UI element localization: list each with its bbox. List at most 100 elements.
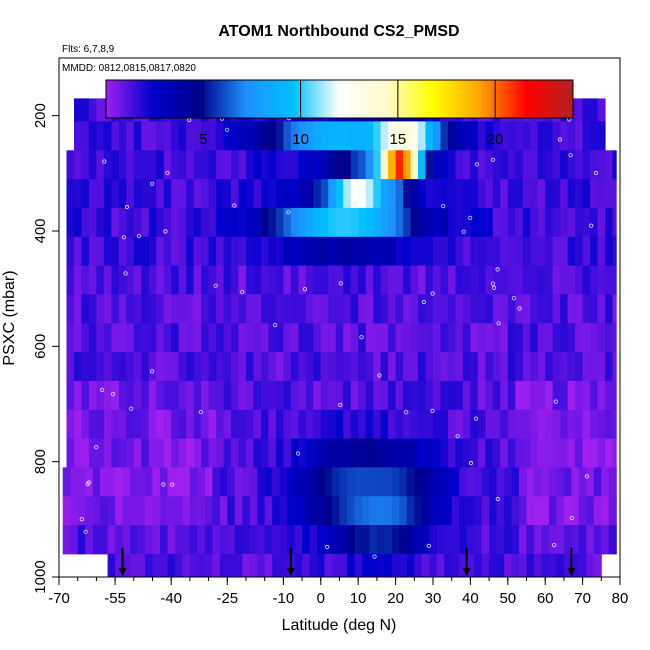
heatmap-cell bbox=[212, 467, 221, 497]
heatmap-cell bbox=[320, 207, 329, 238]
heatmap-cell bbox=[530, 207, 539, 238]
heatmap-cell bbox=[88, 294, 97, 324]
heatmap-cell bbox=[440, 438, 449, 468]
heatmap-cell bbox=[507, 380, 516, 411]
heatmap-cell bbox=[395, 179, 404, 209]
heatmap-cell bbox=[253, 409, 262, 440]
heatmap-cell bbox=[92, 496, 101, 526]
heatmap-cell bbox=[201, 294, 210, 324]
heatmap-cell bbox=[455, 352, 464, 382]
heatmap-cell bbox=[152, 525, 161, 555]
heatmap-cell bbox=[462, 294, 471, 324]
heatmap-cell bbox=[294, 496, 303, 526]
heatmap-cell bbox=[418, 352, 426, 382]
sample-point bbox=[136, 234, 141, 239]
heatmap-cell bbox=[261, 265, 269, 295]
heatmap-cell bbox=[410, 179, 419, 209]
heatmap-cell bbox=[141, 323, 150, 353]
heatmap-cell bbox=[433, 236, 441, 267]
heatmap-cell bbox=[414, 553, 423, 578]
heatmap-cell bbox=[148, 294, 157, 324]
heatmap-cell bbox=[605, 352, 613, 382]
heatmap-cell bbox=[208, 179, 217, 209]
heatmap-cell bbox=[156, 207, 165, 238]
heatmap-cell bbox=[223, 323, 232, 353]
heatmap-cell bbox=[212, 553, 221, 578]
heatmap-cell bbox=[279, 525, 288, 555]
heatmap-cell bbox=[242, 525, 251, 555]
heatmap-cell bbox=[118, 179, 127, 209]
heatmap-cell bbox=[238, 352, 247, 382]
heatmap-cell bbox=[253, 380, 262, 411]
heatmap-cell bbox=[358, 323, 367, 353]
sample-point bbox=[124, 204, 130, 210]
heatmap-cell bbox=[81, 150, 90, 180]
heatmap-cell bbox=[590, 323, 599, 353]
heatmap-cell bbox=[208, 207, 217, 238]
heatmap-cell bbox=[462, 323, 471, 353]
heatmap-cell bbox=[425, 438, 434, 468]
heatmap-cell bbox=[358, 294, 367, 324]
heatmap-cell bbox=[448, 179, 456, 209]
heatmap-cell bbox=[126, 294, 135, 324]
x-tick-label: 10 bbox=[350, 590, 367, 607]
heatmap-cell bbox=[489, 496, 498, 526]
heatmap-cell bbox=[189, 496, 198, 526]
heatmap-cell bbox=[141, 236, 150, 267]
heatmap-cell bbox=[118, 236, 127, 267]
heatmap-cell bbox=[81, 98, 90, 122]
heatmap-cell bbox=[107, 553, 116, 578]
heatmap-cell bbox=[290, 438, 299, 468]
heatmap-cell bbox=[582, 236, 591, 267]
heatmap-cell bbox=[96, 380, 105, 411]
heatmap-cell bbox=[328, 179, 337, 209]
heatmap-cell bbox=[567, 121, 576, 151]
heatmap-cell bbox=[223, 121, 232, 151]
x-axis: -70 -55 -40 -25 -10 0 10 20 30 40 50 60 70 80 bbox=[48, 577, 628, 607]
heatmap-cell bbox=[470, 438, 479, 468]
heatmap-cell bbox=[575, 380, 584, 411]
heatmap-cell bbox=[477, 236, 486, 267]
x-tick-label: -25 bbox=[216, 590, 238, 607]
heatmap-cell bbox=[567, 150, 576, 180]
heatmap-cell bbox=[208, 150, 217, 180]
heatmap-cell bbox=[582, 98, 591, 122]
heatmap-cell bbox=[320, 179, 329, 209]
x-tick-label: 50 bbox=[499, 590, 516, 607]
heatmap-cell bbox=[492, 207, 501, 238]
x-tick-label: 80 bbox=[612, 590, 629, 607]
heatmap-cell bbox=[522, 179, 531, 209]
heatmap-cell bbox=[268, 294, 277, 324]
heatmap-cell bbox=[313, 352, 322, 382]
sample-point bbox=[441, 204, 446, 209]
heatmap-cell bbox=[246, 150, 254, 180]
heatmap-cell bbox=[290, 121, 299, 151]
heatmap-cell bbox=[320, 438, 329, 468]
heatmap-cell bbox=[103, 294, 112, 324]
heatmap-cell bbox=[118, 121, 127, 151]
heatmap-cell bbox=[425, 352, 434, 382]
heatmap-cell bbox=[380, 294, 389, 324]
heatmap-cell bbox=[612, 352, 617, 382]
heatmap-cell bbox=[290, 236, 299, 267]
heatmap-cell bbox=[399, 496, 408, 526]
heatmap-cell bbox=[380, 438, 389, 468]
heatmap-cell bbox=[324, 467, 333, 497]
heatmap-cell bbox=[519, 525, 527, 555]
heatmap-cell bbox=[208, 294, 217, 324]
heatmap-cell bbox=[612, 236, 617, 267]
heatmap-cell bbox=[130, 496, 139, 526]
heatmap-cell bbox=[343, 409, 352, 440]
heatmap-cell bbox=[567, 409, 576, 440]
heatmap-cell bbox=[347, 496, 355, 526]
heatmap-cell bbox=[100, 525, 109, 555]
heatmap-cell bbox=[148, 179, 157, 209]
heatmap-cell bbox=[507, 121, 516, 151]
heatmap-cell bbox=[313, 236, 322, 267]
heatmap-cell bbox=[496, 496, 505, 526]
heatmap-cell bbox=[537, 121, 546, 151]
heatmap-cell bbox=[448, 294, 456, 324]
heatmap-cell bbox=[339, 525, 348, 555]
heatmap-cell bbox=[201, 150, 210, 180]
heatmap-cell bbox=[298, 438, 307, 468]
